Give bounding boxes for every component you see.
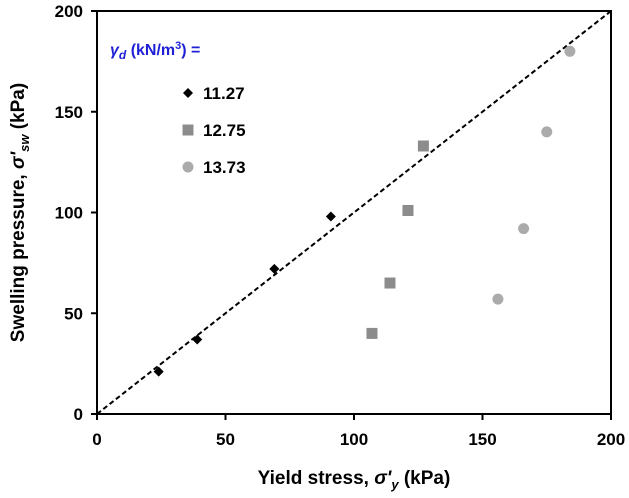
y-tick-label: 150 bbox=[55, 103, 83, 122]
legend-title-subscript: d bbox=[119, 48, 127, 62]
legend-title-tail: ) = bbox=[181, 42, 200, 59]
plot-area bbox=[96, 10, 612, 415]
x-axis-title-prefix: Yield stress, bbox=[258, 468, 375, 489]
data-point-square bbox=[366, 327, 378, 339]
y-axis-title: Swelling pressure, σ'sw (kPa) bbox=[8, 83, 32, 342]
legend-title-superscript: 3 bbox=[175, 40, 181, 52]
legend-title: γd (kN/m3) = bbox=[110, 40, 200, 62]
data-marks bbox=[153, 45, 576, 377]
legend-marker-diamond bbox=[183, 88, 193, 98]
y-tick-label: 0 bbox=[74, 405, 83, 424]
data-point-diamond bbox=[325, 211, 336, 222]
y-tick-label: 100 bbox=[55, 204, 83, 223]
y-axis-ticks: 0 50 100 150 200 bbox=[55, 2, 97, 424]
legend-title-symbol: γ bbox=[110, 42, 120, 59]
x-tick-label: 150 bbox=[468, 430, 496, 449]
x-axis-ticks: 0 50 100 150 200 bbox=[92, 414, 625, 449]
x-axis-title-subscript: y bbox=[390, 477, 399, 492]
legend-label: 11.27 bbox=[203, 84, 245, 103]
x-axis-title: Yield stress, σ'y (kPa) bbox=[258, 468, 451, 492]
data-point-square bbox=[384, 277, 396, 289]
data-point-circle bbox=[541, 126, 553, 138]
legend-items: 11.27 12.75 13.73 bbox=[182, 84, 246, 177]
data-point-circle bbox=[564, 45, 576, 57]
x-tick-label: 200 bbox=[597, 430, 625, 449]
x-tick-label: 0 bbox=[92, 430, 101, 449]
legend-marker-square bbox=[182, 124, 194, 136]
data-point-diamond bbox=[192, 334, 203, 345]
data-point-circle bbox=[518, 223, 530, 235]
y-axis-title-symbol: σ' bbox=[8, 150, 29, 169]
data-point-diamond bbox=[153, 366, 164, 377]
y-axis-title-subscript: sw bbox=[17, 134, 32, 152]
legend-marker-circle bbox=[182, 161, 194, 173]
reference-line-1to1 bbox=[96, 10, 612, 415]
legend-label: 12.75 bbox=[203, 121, 246, 140]
x-axis-title-symbol: σ' bbox=[374, 468, 393, 489]
x-tick-label: 100 bbox=[340, 430, 368, 449]
y-tick-label: 200 bbox=[55, 2, 83, 21]
data-point-circle bbox=[492, 293, 504, 305]
y-axis-title-suffix: (kPa) bbox=[8, 83, 29, 135]
legend-label: 13.73 bbox=[203, 158, 246, 177]
x-axis-title-suffix: (kPa) bbox=[399, 468, 451, 489]
data-point-square bbox=[417, 140, 429, 152]
x-tick-label: 50 bbox=[216, 430, 235, 449]
legend-title-unit: (kN/m bbox=[126, 42, 175, 59]
legend: γd (kN/m3) = 11.27 12.75 13.73 bbox=[110, 40, 246, 177]
data-point-square bbox=[402, 204, 414, 216]
data-point-diamond bbox=[269, 263, 280, 274]
y-tick-label: 50 bbox=[64, 304, 83, 323]
y-axis-title-prefix: Swelling pressure, bbox=[8, 169, 29, 342]
